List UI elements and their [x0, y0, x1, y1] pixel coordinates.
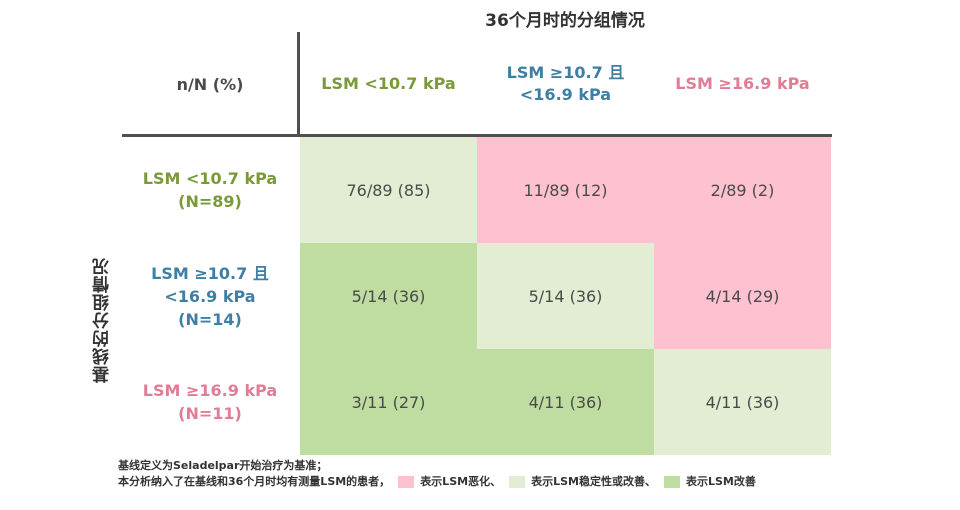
- cell-value: 3/11 (27): [351, 392, 426, 412]
- legend-swatch-improve: [663, 476, 680, 488]
- cell-r2-c2: 5/14 (36): [477, 243, 654, 349]
- row-header-3: LSM ≥16.9 kPa (N=11): [142, 381, 278, 423]
- footnote-line-1: 基线定义为Seladelpar开始治疗为基准；: [118, 459, 328, 472]
- legend-label-worsen: 表示LSM恶化、: [420, 475, 502, 488]
- cell-r1-c1: 76/89 (85): [300, 137, 477, 243]
- cell-value: 4/11 (36): [705, 392, 780, 412]
- row-header-1: LSM <10.7 kPa (N=89): [142, 169, 278, 211]
- row-header-2: LSM ≥10.7 且 <16.9 kPa (N=14): [151, 263, 269, 329]
- row-axis-title-text: 基线的分组情况: [92, 257, 113, 383]
- cell-value: 5/14 (36): [351, 286, 426, 306]
- cell-r3-c3: 4/11 (36): [654, 349, 831, 455]
- column-header-3: LSM ≥16.9 kPa: [675, 74, 810, 93]
- legend-label-improve: 表示LSM改善: [685, 475, 756, 488]
- legend-swatch-stable: [509, 476, 526, 488]
- footnote: 基线定义为Seladelpar开始治疗为基准； 本分析纳入了在基线和36个月时均…: [118, 458, 756, 490]
- cell-r1-c3: 2/89 (2): [654, 137, 831, 243]
- cell-r2-c3: 4/14 (29): [654, 243, 831, 349]
- legend: 本分析纳入了在基线和36个月时均有测量LSM的患者， 表示LSM恶化、 表示LS…: [118, 474, 756, 490]
- header-horizontal-divider: [122, 134, 832, 137]
- cell-value: 5/14 (36): [528, 286, 603, 306]
- cell-r1-c2: 11/89 (12): [477, 137, 654, 243]
- legend-swatch-worsen: [398, 476, 415, 488]
- chart-title: 36个月时的分组情况: [485, 11, 645, 31]
- header-vertical-divider: [297, 32, 300, 136]
- cell-value: 4/14 (29): [705, 286, 780, 306]
- column-header-1: LSM <10.7 kPa: [321, 74, 456, 93]
- cell-value: 11/89 (12): [523, 180, 608, 200]
- cell-r2-c1: 5/14 (36): [300, 243, 477, 349]
- legend-label-stable: 表示LSM稳定性或改善、: [531, 475, 656, 488]
- cell-value: 4/11 (36): [528, 392, 603, 412]
- corner-label: n/N (%): [176, 74, 244, 94]
- cell-value: 2/89 (2): [710, 180, 775, 200]
- cell-r3-c2: 4/11 (36): [477, 349, 654, 455]
- row-axis-title: 基线的分组情况: [84, 180, 120, 460]
- cell-r3-c1: 3/11 (27): [300, 349, 477, 455]
- cell-value: 76/89 (85): [346, 180, 431, 200]
- column-header-2: LSM ≥10.7 且 <16.9 kPa: [506, 63, 625, 104]
- footnote-line-2: 本分析纳入了在基线和36个月时均有测量LSM的患者，: [118, 475, 391, 488]
